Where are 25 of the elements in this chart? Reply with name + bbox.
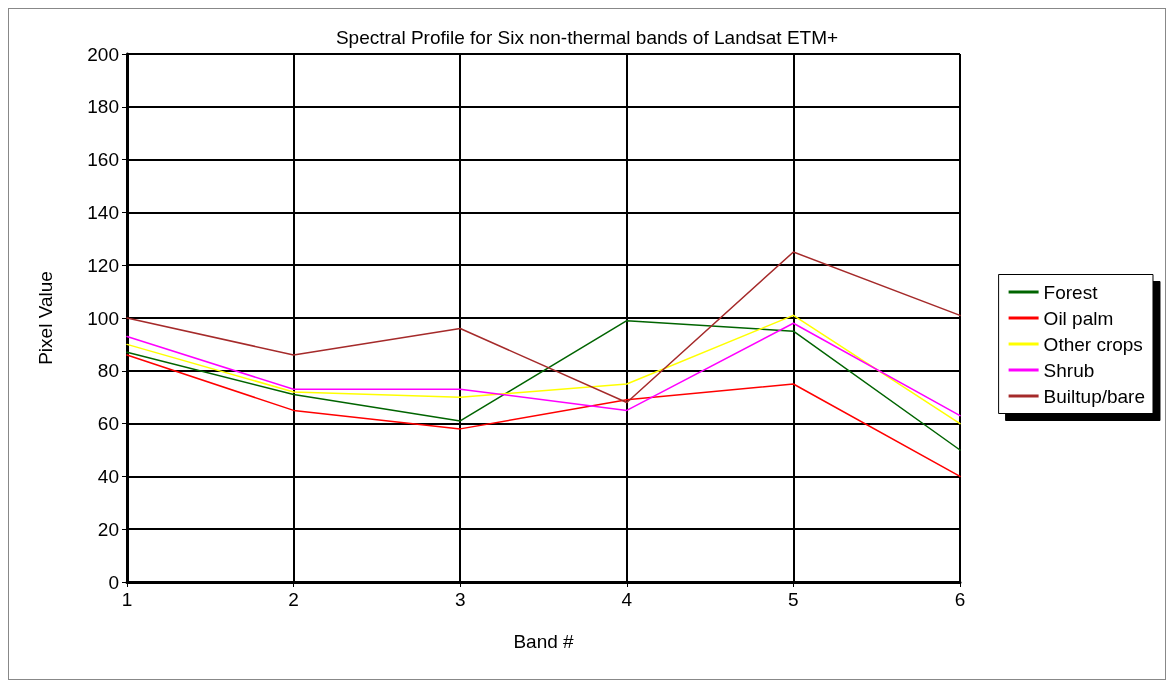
- y-tick-label: 140: [87, 201, 119, 223]
- legend-label: Oil palm: [1043, 307, 1114, 329]
- y-tick-label: 200: [87, 43, 119, 65]
- y-tick-label: 60: [97, 413, 119, 435]
- y-axis-title: Pixel Value: [35, 271, 56, 365]
- y-tick-label: 40: [97, 465, 119, 487]
- x-tick-label: 3: [454, 589, 466, 610]
- y-tick-label: 120: [87, 254, 119, 276]
- y-tick-label: 160: [87, 149, 119, 171]
- y-tick-label: 180: [87, 96, 119, 118]
- x-tick-label: 6: [954, 589, 966, 610]
- x-tick-label: 1: [121, 589, 133, 610]
- y-tick-label: 100: [87, 307, 119, 329]
- legend-label: Forest: [1043, 281, 1099, 303]
- x-tick-label: 4: [621, 589, 633, 610]
- y-tick-label: 0: [108, 571, 119, 593]
- legend-label: Other crops: [1043, 333, 1143, 355]
- chart-title: Spectral Profile for Six non-thermal bands of Landsat ETM+: [335, 27, 839, 48]
- legend-label: Builtup/bare: [1043, 385, 1145, 407]
- x-tick-label: 5: [788, 589, 799, 610]
- y-tick-label: 20: [97, 518, 119, 540]
- x-tick-label: 2: [288, 589, 299, 610]
- legend-label: Shrub: [1043, 359, 1095, 381]
- x-axis-title: Band #: [513, 631, 575, 652]
- y-tick-label: 80: [97, 360, 119, 382]
